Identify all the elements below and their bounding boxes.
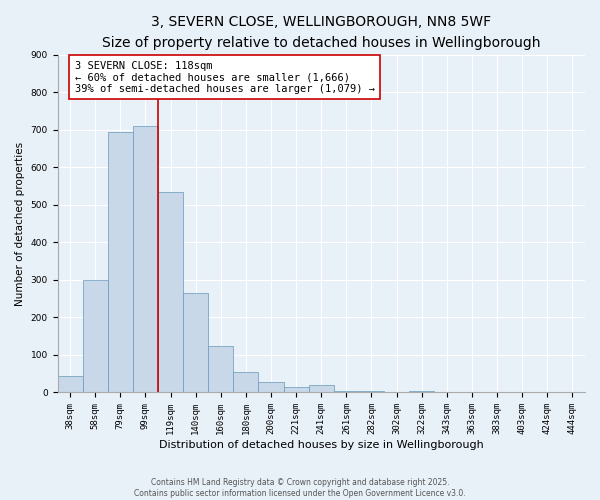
X-axis label: Distribution of detached houses by size in Wellingborough: Distribution of detached houses by size … [159,440,484,450]
Bar [133,126,158,392]
Bar [158,192,183,392]
Bar [233,372,259,392]
Bar [309,385,334,392]
Bar [284,387,309,392]
Bar [409,390,434,392]
Bar [183,293,208,392]
Title: 3, SEVERN CLOSE, WELLINGBOROUGH, NN8 5WF
Size of property relative to detached h: 3, SEVERN CLOSE, WELLINGBOROUGH, NN8 5WF… [102,15,541,50]
Bar [108,132,133,392]
Bar [58,376,83,392]
Text: 3 SEVERN CLOSE: 118sqm
← 60% of detached houses are smaller (1,666)
39% of semi-: 3 SEVERN CLOSE: 118sqm ← 60% of detached… [74,60,374,94]
Bar [334,390,359,392]
Y-axis label: Number of detached properties: Number of detached properties [15,142,25,306]
Text: Contains HM Land Registry data © Crown copyright and database right 2025.
Contai: Contains HM Land Registry data © Crown c… [134,478,466,498]
Bar [259,382,284,392]
Bar [208,346,233,393]
Bar [83,280,108,392]
